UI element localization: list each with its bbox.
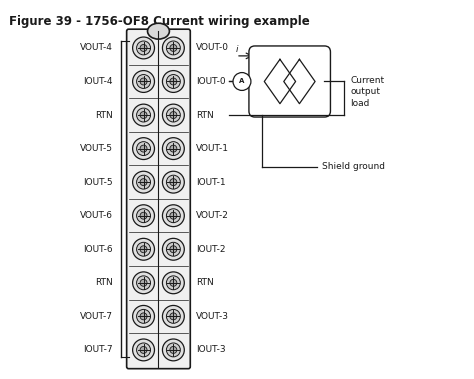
Text: Shield ground: Shield ground: [321, 162, 384, 171]
Text: IOUT-6: IOUT-6: [83, 245, 113, 254]
Text: RTN: RTN: [196, 278, 214, 287]
Circle shape: [166, 242, 180, 256]
Circle shape: [137, 242, 151, 256]
Circle shape: [166, 209, 180, 222]
Text: Current
output
load: Current output load: [350, 75, 384, 108]
Circle shape: [166, 175, 180, 189]
Text: VOUT-4: VOUT-4: [80, 44, 113, 52]
Circle shape: [163, 339, 184, 361]
Circle shape: [163, 138, 184, 160]
Circle shape: [166, 142, 180, 155]
Ellipse shape: [147, 23, 169, 39]
Circle shape: [140, 212, 147, 219]
Circle shape: [133, 272, 155, 294]
Text: RTN: RTN: [95, 111, 113, 119]
Text: IOUT-5: IOUT-5: [83, 178, 113, 186]
Circle shape: [140, 179, 147, 186]
Circle shape: [137, 75, 151, 88]
Circle shape: [166, 276, 180, 290]
Circle shape: [137, 108, 151, 122]
Text: VOUT-6: VOUT-6: [80, 211, 113, 220]
Circle shape: [170, 313, 177, 320]
Circle shape: [166, 343, 180, 357]
Circle shape: [163, 37, 184, 59]
Circle shape: [170, 111, 177, 119]
Circle shape: [137, 343, 151, 357]
Circle shape: [133, 205, 155, 227]
Text: RTN: RTN: [196, 111, 214, 119]
Circle shape: [163, 238, 184, 260]
Circle shape: [140, 346, 147, 353]
Circle shape: [137, 276, 151, 290]
Circle shape: [140, 44, 147, 52]
Circle shape: [170, 44, 177, 52]
Text: IOUT-0: IOUT-0: [196, 77, 226, 86]
Circle shape: [140, 246, 147, 253]
Circle shape: [166, 41, 180, 55]
Circle shape: [133, 70, 155, 92]
Circle shape: [140, 279, 147, 286]
Text: VOUT-5: VOUT-5: [80, 144, 113, 153]
Circle shape: [170, 279, 177, 286]
Text: RTN: RTN: [95, 278, 113, 287]
Circle shape: [137, 175, 151, 189]
Circle shape: [140, 78, 147, 85]
Circle shape: [137, 41, 151, 55]
Circle shape: [133, 138, 155, 160]
Circle shape: [137, 142, 151, 155]
Text: IOUT-1: IOUT-1: [196, 178, 226, 186]
Circle shape: [137, 309, 151, 323]
Circle shape: [166, 108, 180, 122]
Text: VOUT-7: VOUT-7: [80, 312, 113, 321]
Text: Figure 39 - 1756-OF8 Current wiring example: Figure 39 - 1756-OF8 Current wiring exam…: [9, 15, 310, 28]
Circle shape: [170, 346, 177, 353]
Text: IOUT-3: IOUT-3: [196, 345, 226, 354]
FancyBboxPatch shape: [249, 46, 330, 117]
Text: IOUT-7: IOUT-7: [83, 345, 113, 354]
Circle shape: [137, 209, 151, 222]
Circle shape: [163, 272, 184, 294]
Circle shape: [170, 212, 177, 219]
Circle shape: [163, 104, 184, 126]
Text: VOUT-3: VOUT-3: [196, 312, 229, 321]
Circle shape: [133, 104, 155, 126]
Text: VOUT-1: VOUT-1: [196, 144, 229, 153]
Circle shape: [170, 246, 177, 253]
Circle shape: [133, 171, 155, 193]
Text: IOUT-4: IOUT-4: [83, 77, 113, 86]
Circle shape: [170, 179, 177, 186]
Text: i: i: [236, 45, 238, 55]
Circle shape: [133, 37, 155, 59]
Circle shape: [133, 339, 155, 361]
Circle shape: [163, 171, 184, 193]
Text: VOUT-0: VOUT-0: [196, 44, 229, 52]
Circle shape: [166, 309, 180, 323]
Circle shape: [170, 145, 177, 152]
Circle shape: [133, 305, 155, 327]
Circle shape: [233, 72, 251, 91]
Circle shape: [163, 70, 184, 92]
Text: A: A: [239, 78, 245, 85]
Circle shape: [166, 75, 180, 88]
Circle shape: [140, 313, 147, 320]
Text: IOUT-2: IOUT-2: [196, 245, 226, 254]
Circle shape: [140, 145, 147, 152]
Text: VOUT-2: VOUT-2: [196, 211, 229, 220]
Circle shape: [163, 305, 184, 327]
Circle shape: [163, 205, 184, 227]
Circle shape: [170, 78, 177, 85]
FancyBboxPatch shape: [127, 29, 190, 369]
Circle shape: [140, 111, 147, 119]
Circle shape: [133, 238, 155, 260]
